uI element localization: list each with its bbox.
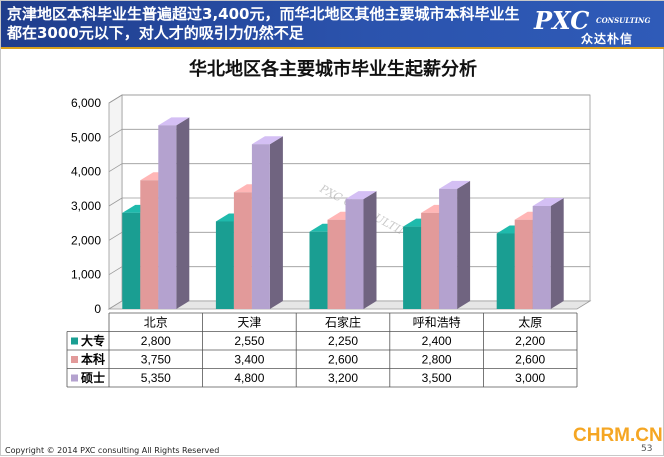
bar-front [309, 231, 328, 309]
bar-硕士-呼和浩特 [439, 180, 471, 309]
x-category-label: 北京 [144, 316, 168, 330]
bar-top [158, 117, 190, 126]
data-label: 3,000 [515, 371, 545, 385]
data-label: 2,600 [515, 353, 545, 367]
bar-side [176, 117, 190, 309]
bar-front [233, 192, 252, 309]
bar-front [140, 180, 159, 309]
y-tick-label: 4,000 [71, 165, 101, 179]
y-tick-label: 3,000 [71, 199, 101, 213]
y-tick-label: 6,000 [71, 96, 101, 110]
bar-front [251, 144, 270, 309]
data-label: 2,600 [328, 353, 358, 367]
legend-swatch [71, 337, 78, 345]
data-label: 2,200 [515, 334, 545, 348]
bar-硕士-石家庄 [345, 191, 377, 309]
bar-side [457, 180, 471, 309]
legend-swatch [71, 374, 78, 382]
logo-chinese: 众达朴信 [581, 32, 634, 46]
data-label: 2,400 [422, 334, 452, 348]
gridline-side [108, 266, 123, 276]
data-label: 2,250 [328, 334, 358, 348]
x-category-label: 太原 [518, 315, 542, 330]
legend-label: 本科 [81, 352, 105, 367]
y-tick-label: 5,000 [71, 130, 101, 144]
bar-硕士-太原 [532, 198, 564, 309]
bar-硕士-北京 [158, 117, 190, 309]
legend-label: 硕士 [81, 370, 105, 385]
site-brand: CHRM.CN [573, 425, 663, 446]
data-label: 3,200 [328, 371, 358, 385]
data-label: 3,400 [234, 353, 264, 367]
x-category-label: 石家庄 [325, 315, 361, 330]
bar-top [345, 191, 377, 200]
headline: 京津地区本科毕业生普遍超过3,400元，而华北地区其他主要城市本科毕业生都在30… [7, 5, 520, 42]
logo-mark: PXC [534, 6, 590, 35]
data-label: 2,550 [234, 334, 264, 348]
gridline-side [108, 163, 123, 173]
gridline-side [108, 128, 123, 138]
bar-front [345, 199, 364, 309]
data-label: 2,800 [141, 334, 171, 348]
bar-front [158, 125, 177, 309]
bar-top [532, 198, 564, 206]
page-number: 53 [641, 444, 653, 454]
data-label: 4,800 [234, 371, 264, 385]
bar-front [122, 212, 141, 309]
data-label: 3,500 [422, 371, 452, 385]
gridline-side [108, 231, 123, 241]
copyright: Copyright © 2014 PXC consulting All Righ… [5, 446, 220, 455]
gridline-side [108, 94, 123, 104]
data-label: 2,800 [422, 353, 452, 367]
data-label: 3,750 [141, 353, 171, 367]
legend-label: 大专 [81, 333, 105, 348]
bar-front [496, 233, 515, 309]
x-category-label: 呼和浩特 [413, 315, 461, 330]
logo-subtitle: CONSULTING [596, 16, 651, 25]
y-tick-label: 0 [94, 302, 101, 316]
bar-front [514, 219, 533, 309]
chart-title: 华北地区各主要城市毕业生起薪分析 [189, 59, 477, 80]
bar-top [439, 180, 471, 189]
bar-front [439, 188, 458, 309]
data-label: 5,350 [141, 371, 171, 385]
header-bar: 京津地区本科毕业生普遍超过3,400元，而华北地区其他主要城市本科毕业生都在30… [1, 1, 664, 49]
bar-front [532, 206, 551, 309]
gridline-side [108, 197, 123, 207]
y-tick-label: 1,000 [71, 268, 101, 282]
bar-side [269, 136, 283, 309]
x-category-label: 天津 [237, 316, 261, 330]
bar-front [215, 221, 234, 309]
bar-top [251, 136, 283, 145]
bar-硕士-天津 [251, 136, 283, 309]
legend-swatch [71, 356, 78, 363]
y-tick-label: 2,000 [71, 233, 101, 247]
bar-side [550, 198, 564, 309]
bar-front [421, 212, 440, 309]
bar-front [327, 219, 346, 309]
bar-side [363, 191, 377, 309]
bar-front [403, 226, 422, 309]
